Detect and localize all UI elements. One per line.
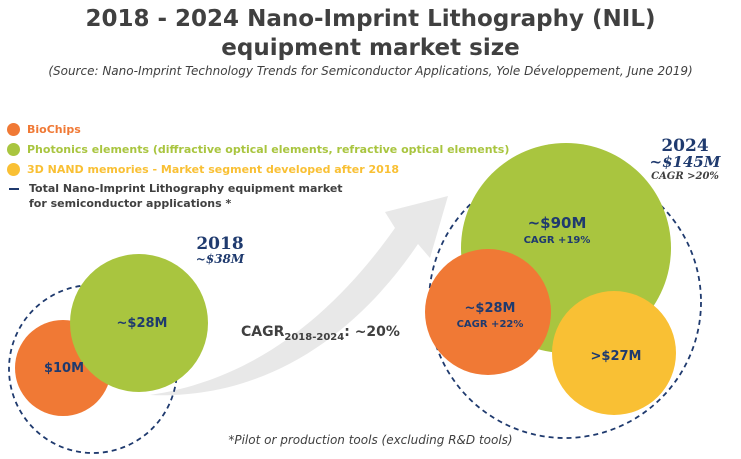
legend-label-3d-nand: 3D NAND memories - Market segment develo… — [27, 162, 400, 176]
annotation-2024: 2024 ~$145M CAGR >20% — [640, 136, 730, 182]
cagr-2018-2024-label: CAGR2018-2024: ~20% — [241, 324, 400, 343]
growth-arrow — [150, 196, 448, 396]
value-label-2024-3d-nand-memories: >$27M — [591, 349, 642, 364]
annotation-2018: 2018 ~$38M — [188, 234, 252, 266]
legend-swatch-3d-nand — [7, 162, 20, 176]
value-label-2024-photonics-elements: ~$90M — [528, 214, 587, 232]
legend-item-total: Total Nano-Imprint Lithography equipment… — [7, 181, 509, 211]
cagr-label-2024-photonics-elements: CAGR +19% — [524, 235, 591, 246]
cagr-period: 2018-2024 — [284, 331, 345, 343]
legend-label-photonics: Photonics elements (diffractive optical … — [27, 142, 510, 156]
legend-label-biochips: BioChips — [27, 122, 81, 136]
year-2018-label: 2018 — [196, 234, 244, 254]
total-2024-label: ~$145M — [649, 153, 721, 171]
cagr-prefix: CAGR — [241, 324, 285, 340]
chart-title-line1: 2018 - 2024 Nano-Imprint Lithography (NI… — [85, 6, 656, 32]
total-2018-label: ~$38M — [195, 252, 245, 266]
cagr-2024-label: CAGR >20% — [651, 171, 719, 182]
chart-title-line2: equipment market size — [221, 35, 520, 61]
legend-total-line2: for semiconductor applications * — [29, 197, 232, 210]
value-label-2018-biochips: $10M — [44, 361, 84, 376]
legend-item-photonics: Photonics elements (diffractive optical … — [7, 139, 509, 159]
legend-item-3d-nand: 3D NAND memories - Market segment develo… — [7, 159, 509, 179]
value-label-2024-biochips: ~$28M — [465, 301, 516, 316]
year-2024-label: 2024 — [661, 136, 709, 156]
legend-swatch-photonics — [7, 142, 20, 156]
footnote: *Pilot or production tools (excluding R&… — [228, 433, 513, 447]
legend-total-line1: Total Nano-Imprint Lithography equipment… — [29, 182, 343, 195]
legend: BioChips Photonics elements (diffractive… — [7, 119, 509, 211]
chart-source: (Source: Nano-Imprint Technology Trends … — [48, 64, 693, 78]
legend-item-biochips: BioChips — [7, 119, 509, 139]
bubble-2024-3d-nand-memories — [552, 291, 676, 415]
cagr-label-2024-biochips: CAGR +22% — [457, 319, 524, 330]
value-label-2018-photonics-elements: ~$28M — [117, 316, 168, 331]
cagr-value: : ~20% — [344, 324, 400, 340]
bubble-2018-photonics-elements — [70, 254, 208, 392]
bubble-2024-biochips — [425, 249, 551, 375]
legend-swatch-biochips — [7, 122, 20, 136]
legend-dashed-outline — [9, 188, 19, 190]
